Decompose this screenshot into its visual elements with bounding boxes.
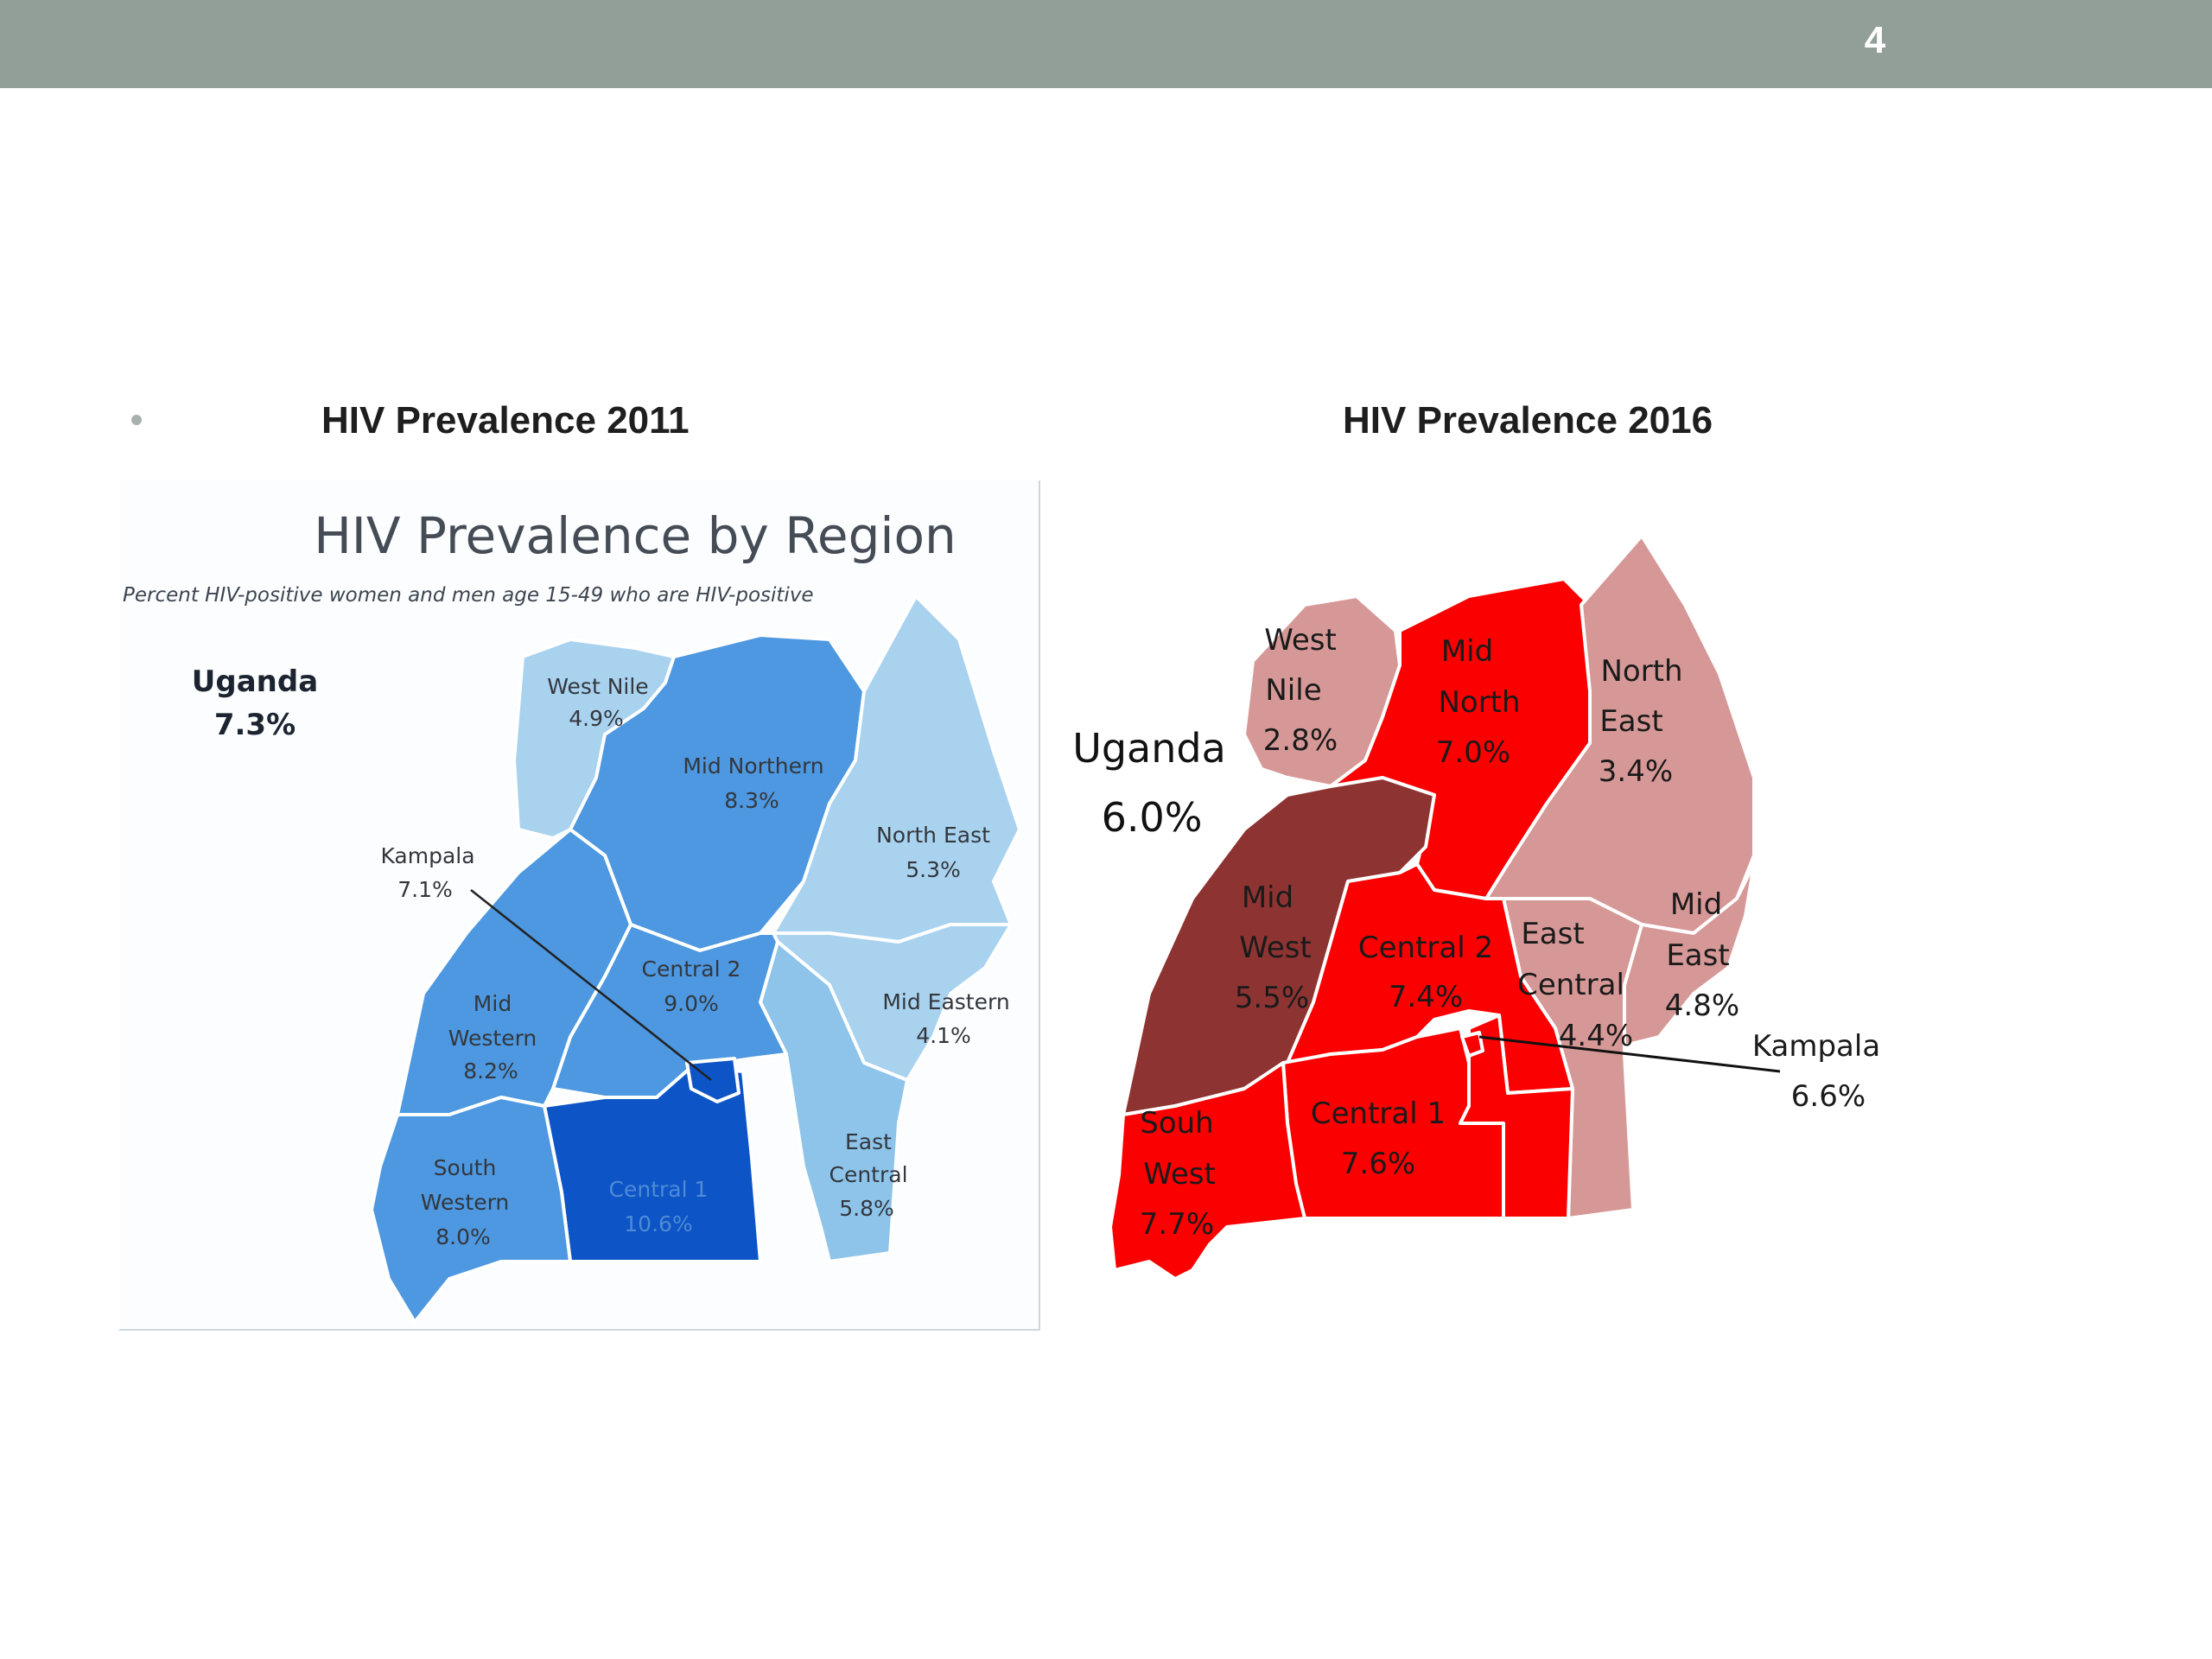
- label-2016-mid-east-line2: East: [1666, 938, 1729, 973]
- label-2016-north-east-value: 3.4%: [1599, 754, 1673, 789]
- kampala-2011-leader-line: [470, 889, 712, 1081]
- label-2011-east-central-value: 5.8%: [839, 1196, 894, 1221]
- label-2016-mid-north-value: 7.0%: [1436, 735, 1510, 770]
- label-2016-central-2-value: 7.4%: [1389, 980, 1463, 1014]
- label-2016-west-nile-line1: West: [1264, 623, 1337, 658]
- map-2011-subtitle: Percent HIV-positive women and men age 1…: [123, 584, 814, 607]
- label-2011-west-nile-name: West Nile: [547, 674, 648, 699]
- label-2016-north-east-line2: East: [1599, 704, 1662, 739]
- label-2016-south-west-line2: West: [1143, 1157, 1216, 1192]
- label-2016-mid-north-line1: Mid: [1441, 634, 1493, 669]
- region-2016-central-1-east: [1459, 1014, 1574, 1220]
- label-2016-east-central-line1: East: [1521, 917, 1584, 951]
- label-2016-kampala-value: 6.6%: [1791, 1079, 1866, 1114]
- label-2011-north-east-name: North East: [876, 823, 990, 848]
- label-2016-east-central-line2: Central: [1517, 968, 1624, 1002]
- label-2011-kampala-name: Kampala: [380, 843, 474, 868]
- label-2016-kampala-name: Kampala: [1752, 1029, 1880, 1064]
- heading-2016: HIV Prevalence 2016: [1343, 399, 1713, 442]
- label-2016-mid-north-line2: North: [1438, 685, 1520, 720]
- label-2011-mid-northern-name: Mid Northern: [683, 753, 823, 779]
- map-2011-national-value: 7.3%: [214, 708, 296, 742]
- label-2011-east-central-line2: Central: [829, 1162, 907, 1187]
- label-2011-east-central-line1: East: [845, 1129, 892, 1154]
- label-2016-mid-east-value: 4.8%: [1665, 988, 1739, 1023]
- label-2011-west-nile-value: 4.9%: [569, 706, 624, 731]
- region-2016-kampala: [1460, 1031, 1484, 1058]
- label-2011-mid-northern-value: 8.3%: [724, 788, 779, 813]
- label-2011-mid-western-value: 8.2%: [463, 1058, 518, 1084]
- label-2011-south-western-value: 8.0%: [435, 1224, 491, 1249]
- kampala-2016-leader-line: [1478, 1035, 1781, 1073]
- slide-number: 4: [1864, 19, 1886, 61]
- label-2011-central-1-value: 10.6%: [624, 1211, 692, 1236]
- label-2016-north-east-line1: North: [1600, 654, 1682, 689]
- map-2011-national-name: Uganda: [192, 664, 318, 699]
- label-2011-mid-western-line1: Mid: [474, 991, 512, 1016]
- map-2011: HIV Prevalence by Region Percent HIV-pos…: [123, 506, 1021, 1324]
- label-2016-south-west-line1: Souh: [1140, 1106, 1213, 1141]
- label-2011-south-western-line2: Western: [421, 1190, 510, 1215]
- label-2016-east-central-value: 4.4%: [1559, 1019, 1633, 1053]
- bullet-point: [131, 415, 142, 425]
- label-2011-central-1-name: Central 1: [609, 1177, 709, 1202]
- label-2016-mid-west-line2: West: [1239, 931, 1312, 965]
- region-2016-south-west: [1109, 1061, 1306, 1281]
- label-2011-mid-western-line2: Western: [448, 1026, 537, 1051]
- map-2016: Uganda 6.0% West Nile 2.8% Mid North 7.0…: [1072, 534, 1880, 1281]
- label-2016-mid-west-line1: Mid: [1242, 880, 1294, 915]
- label-2016-central-1-value: 7.6%: [1341, 1147, 1415, 1181]
- label-2016-central-2-name: Central 2: [1358, 931, 1493, 965]
- label-2016-mid-west-value: 5.5%: [1235, 981, 1309, 1015]
- label-2011-kampala-value: 7.1%: [397, 877, 453, 902]
- label-2011-south-western-line1: South: [434, 1155, 497, 1180]
- region-2016-central-2: [1286, 862, 1574, 1095]
- label-2011-mid-eastern-value: 4.1%: [916, 1023, 971, 1048]
- label-2011-central-2-value: 9.0%: [664, 991, 719, 1016]
- label-2016-west-nile-value: 2.8%: [1263, 723, 1338, 758]
- region-2011-kampala: [685, 1057, 741, 1103]
- map-2016-national-value: 6.0%: [1102, 794, 1203, 841]
- label-2011-north-east-value: 5.3%: [906, 857, 961, 882]
- region-2011-south-western: [370, 1096, 572, 1324]
- label-2016-south-west-value: 7.7%: [1140, 1207, 1214, 1242]
- label-2016-central-1-name: Central 1: [1311, 1096, 1446, 1131]
- label-2011-mid-eastern-name: Mid Eastern: [882, 989, 1009, 1014]
- label-2016-west-nile-line2: Nile: [1265, 673, 1321, 708]
- slide-header-bar: 4: [0, 0, 2212, 88]
- map-2011-title: HIV Prevalence by Region: [314, 506, 957, 565]
- label-2011-central-2-name: Central 2: [642, 957, 741, 982]
- map-2016-national-name: Uganda: [1072, 725, 1226, 772]
- label-2016-mid-east-line1: Mid: [1670, 887, 1722, 922]
- heading-2011: HIV Prevalence 2011: [321, 399, 690, 442]
